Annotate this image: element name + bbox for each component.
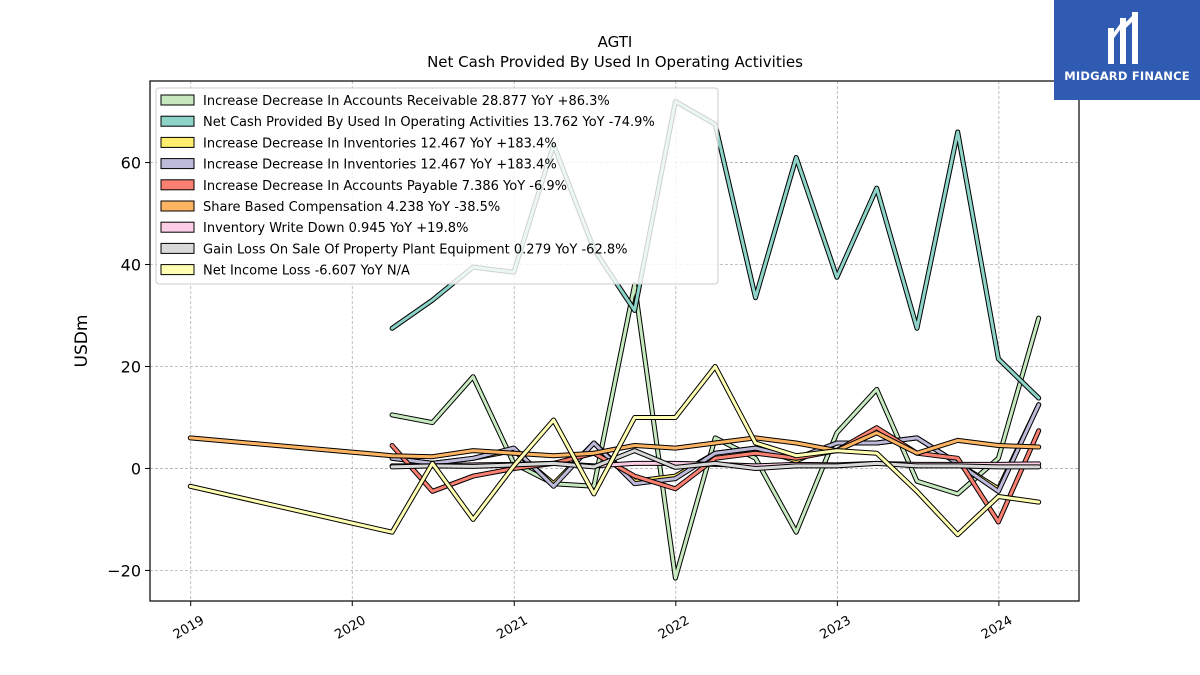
series-line-stroke <box>390 426 1041 524</box>
legend-item: Increase Decrease In Accounts Receivable… <box>160 94 610 109</box>
legend-item: Inventory Write Down 0.945 YoY +19.8% <box>160 221 468 236</box>
legend-swatch <box>160 158 195 170</box>
legend-label: Gain Loss On Sale Of Property Plant Equi… <box>203 242 627 257</box>
y-tick-label: −20 <box>107 561 141 580</box>
legend-label: Increase Decrease In Accounts Receivable… <box>203 94 610 109</box>
legend-label: Net Cash Provided By Used In Operating A… <box>203 115 655 130</box>
series-line-outline <box>389 402 1042 494</box>
series-line-stroke <box>390 403 1041 493</box>
legend-swatch <box>160 136 195 148</box>
chart-title: AGTI <box>598 33 633 51</box>
x-tick-label: 2020 <box>332 613 368 643</box>
series-line <box>389 425 1042 525</box>
legend-swatch <box>160 200 195 212</box>
legend-item: Increase Decrease In Accounts Payable 7.… <box>160 179 567 194</box>
legend-item: Net Cash Provided By Used In Operating A… <box>160 115 655 130</box>
legend-item: Gain Loss On Sale Of Property Plant Equi… <box>160 242 627 257</box>
plot-frame <box>149 80 1080 602</box>
legend-box <box>155 87 719 285</box>
x-tick-label: 2024 <box>979 613 1015 643</box>
legend-item: Share Based Compensation 4.238 YoY -38.5… <box>160 200 500 215</box>
brand-logo: MIDGARD FINANCE <box>1054 0 1200 100</box>
legend-swatch <box>160 221 195 233</box>
x-tick-label: 2021 <box>494 613 530 643</box>
legend-swatch <box>160 115 195 127</box>
legend-swatch <box>160 94 195 106</box>
series-line <box>187 430 1042 460</box>
legend-label: Inventory Write Down 0.945 YoY +19.8% <box>203 221 468 236</box>
y-tick-label: 0 <box>131 459 141 478</box>
legend-label: Increase Decrease In Inventories 12.467 … <box>203 158 557 173</box>
series-line-stroke <box>390 283 1041 580</box>
legend-item: Increase Decrease In Inventories 12.467 … <box>160 158 557 173</box>
x-tick-label: 2022 <box>656 613 692 643</box>
legend: Increase Decrease In Accounts Receivable… <box>155 87 719 285</box>
x-tick-label: 2019 <box>171 613 207 643</box>
legend-swatch <box>160 242 195 254</box>
series-line <box>389 282 1042 581</box>
y-tick-label: 20 <box>121 357 141 376</box>
legend-swatch <box>160 179 195 191</box>
brand-name: MIDGARD FINANCE <box>1064 69 1190 83</box>
legend-swatch <box>160 264 195 276</box>
midgard-logo-icon <box>1108 12 1138 64</box>
series-layer <box>187 98 1042 581</box>
series-line <box>389 448 1042 471</box>
legend-label: Net Income Loss -6.607 YoY N/A <box>203 264 410 279</box>
legend-label: Increase Decrease In Accounts Payable 7.… <box>203 179 567 194</box>
series-line-stroke <box>188 431 1041 459</box>
series-line-outline <box>389 282 1042 581</box>
series-line-stroke <box>188 365 1041 537</box>
legend-item: Net Income Loss -6.607 YoY N/A <box>160 264 410 279</box>
series-line <box>389 402 1042 494</box>
x-tick-label: 2023 <box>818 613 854 643</box>
legend-item: Increase Decrease In Inventories 12.467 … <box>160 136 557 151</box>
series-line-stroke <box>390 449 1041 470</box>
series-line <box>187 364 1042 538</box>
y-tick-label: 40 <box>121 256 141 275</box>
legend-label: Share Based Compensation 4.238 YoY -38.5… <box>203 200 500 215</box>
y-axis-label: USDm <box>72 315 92 368</box>
legend-label: Increase Decrease In Inventories 12.467 … <box>203 136 557 151</box>
chart-subtitle: Net Cash Provided By Used In Operating A… <box>427 53 803 71</box>
y-tick-label: 60 <box>121 154 141 173</box>
